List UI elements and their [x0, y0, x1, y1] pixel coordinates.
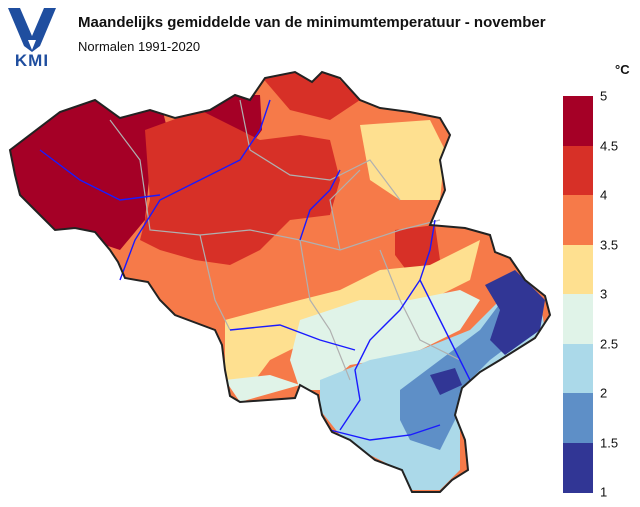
belgium-border [8, 70, 552, 493]
legend-swatch [563, 195, 593, 245]
legend-tick-label: 2.5 [600, 336, 619, 351]
legend-swatch [563, 244, 593, 295]
river-schelde [119, 99, 271, 281]
river-sambre [229, 324, 356, 351]
zone-3-3-5-limburg [360, 120, 445, 200]
zone-4-4-5-liege [395, 225, 440, 275]
legend-swatch [563, 96, 593, 146]
zone-4-5-5-west [10, 100, 170, 250]
legend-swatch [563, 442, 593, 493]
river-meuse [339, 219, 436, 431]
temperature-zones [10, 72, 550, 492]
belgium-temperature-map [8, 70, 552, 493]
zone-4-4-5-central [140, 110, 340, 265]
zone-1-1-5-ardennes [430, 368, 462, 395]
legend-tick-label: 4.5 [600, 138, 619, 153]
legend-tick-label: 5 [600, 88, 608, 104]
legend-tick-label: 1.5 [600, 435, 619, 450]
map-subtitle: Normalen 1991-2020 [78, 39, 201, 54]
legend-swatch [563, 145, 593, 196]
legend-unit: °C [615, 62, 630, 77]
legend-tick-label: 3.5 [600, 237, 619, 252]
zone-1-1-5-east [485, 270, 545, 355]
zone-2-5-3 [290, 290, 480, 390]
legend-tick-label: 1 [600, 484, 608, 500]
river-dijle [299, 169, 341, 241]
kmi-logo-text: KMI [14, 51, 50, 70]
rivers [39, 99, 471, 441]
legend-tick-label: 3 [600, 286, 608, 302]
province-boundaries [109, 99, 461, 381]
river-semois [329, 424, 441, 441]
river-leie [39, 149, 161, 201]
zone-4-4-5-antwerp [260, 72, 360, 120]
legend-tick-label: 2 [600, 385, 608, 401]
legend-swatch [563, 393, 593, 443]
legend-swatch [563, 294, 593, 344]
legend-swatch [563, 343, 593, 394]
color-legend [563, 96, 593, 493]
river-ourthe [419, 279, 471, 381]
kmi-logo [8, 8, 56, 52]
legend-tick-label: 4 [600, 187, 608, 203]
kmi-logo-mark [8, 8, 56, 52]
zone-2-5-3-hainaut [225, 375, 300, 402]
map-title: Maandelijks gemiddelde van de minimumtem… [78, 14, 546, 31]
